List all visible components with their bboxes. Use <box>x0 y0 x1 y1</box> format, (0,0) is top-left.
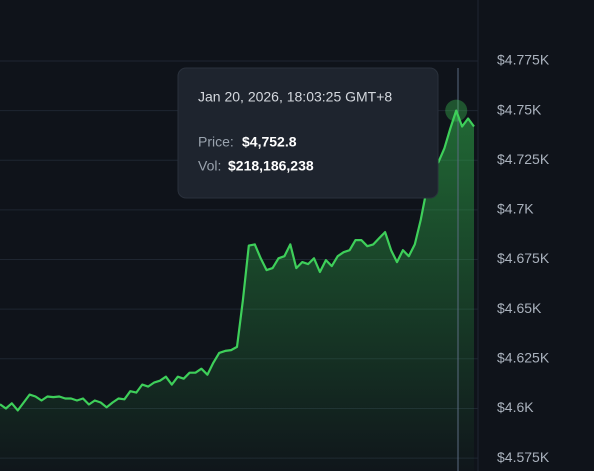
tooltip-price-label: Price: <box>198 134 234 150</box>
hover-point <box>445 99 468 122</box>
tooltip: Jan 20, 2026, 18:03:25 GMT+8 Price: $4,7… <box>177 67 439 199</box>
tooltip-vol: $218,186,238 <box>228 158 314 174</box>
tooltip-vol-label: Vol: <box>198 158 221 174</box>
y-tick-label: $4.625K <box>497 350 550 366</box>
plot: $4.575K $4.6K $4.625K $4.65K $4.675K $4.7K $4.… <box>0 0 550 471</box>
tooltip-date: Jan 20, 2026, 18:03:25 GMT+8 <box>198 89 392 105</box>
y-tick-label: $4.725K <box>497 151 550 167</box>
tooltip-price: $4,752.8 <box>242 134 297 150</box>
y-tick-label: $4.6K <box>497 399 534 415</box>
y-tick-label: $4.675K <box>497 250 550 266</box>
y-tick-label: $4.575K <box>497 449 550 465</box>
y-tick-label: $4.775K <box>497 52 550 68</box>
y-tick-label: $4.7K <box>497 201 534 217</box>
tooltip-box <box>177 67 439 199</box>
y-tick-label: $4.75K <box>497 101 542 117</box>
area <box>0 110 474 471</box>
y-tick-label: $4.65K <box>497 300 542 316</box>
price-line <box>0 109 475 412</box>
